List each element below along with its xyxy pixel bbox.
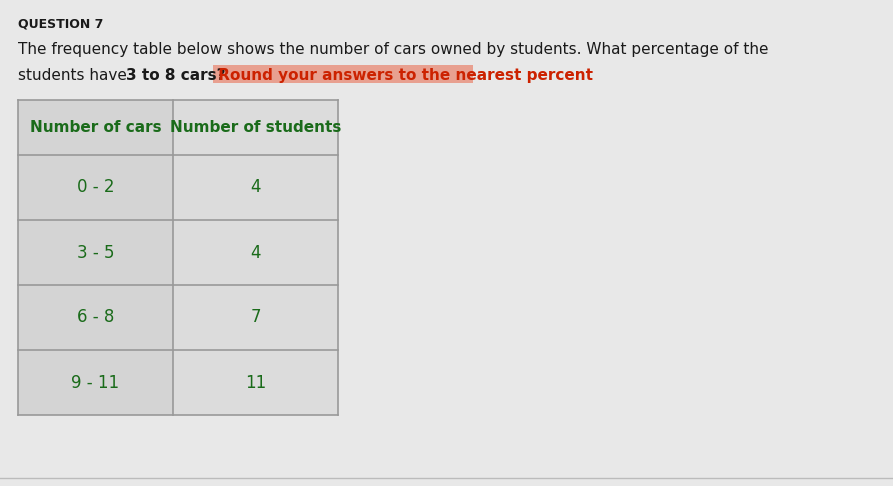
Text: 7: 7 xyxy=(250,309,261,327)
Bar xyxy=(18,220,173,285)
Text: Number of students: Number of students xyxy=(170,120,341,135)
Bar xyxy=(173,285,338,350)
Bar xyxy=(18,285,173,350)
Bar xyxy=(173,100,338,155)
Text: The frequency table below shows the number of cars owned by students. What perce: The frequency table below shows the numb… xyxy=(18,42,769,57)
Text: QUESTION 7: QUESTION 7 xyxy=(18,18,104,31)
Text: 4: 4 xyxy=(250,178,261,196)
Text: 3 - 5: 3 - 5 xyxy=(77,243,114,261)
Text: 4: 4 xyxy=(250,243,261,261)
Bar xyxy=(173,350,338,415)
Bar xyxy=(18,350,173,415)
Text: Number of cars: Number of cars xyxy=(29,120,162,135)
Text: 0 - 2: 0 - 2 xyxy=(77,178,114,196)
Bar xyxy=(213,65,473,83)
Text: students have: students have xyxy=(18,68,132,83)
Bar xyxy=(18,100,173,155)
Text: Round your answers to the nearest percent: Round your answers to the nearest percen… xyxy=(213,68,593,83)
Text: 11: 11 xyxy=(245,374,266,392)
Bar xyxy=(18,155,173,220)
Bar xyxy=(173,220,338,285)
Text: 6 - 8: 6 - 8 xyxy=(77,309,114,327)
Text: 3 to 8 cars?: 3 to 8 cars? xyxy=(126,68,226,83)
Bar xyxy=(173,155,338,220)
Text: 9 - 11: 9 - 11 xyxy=(71,374,120,392)
